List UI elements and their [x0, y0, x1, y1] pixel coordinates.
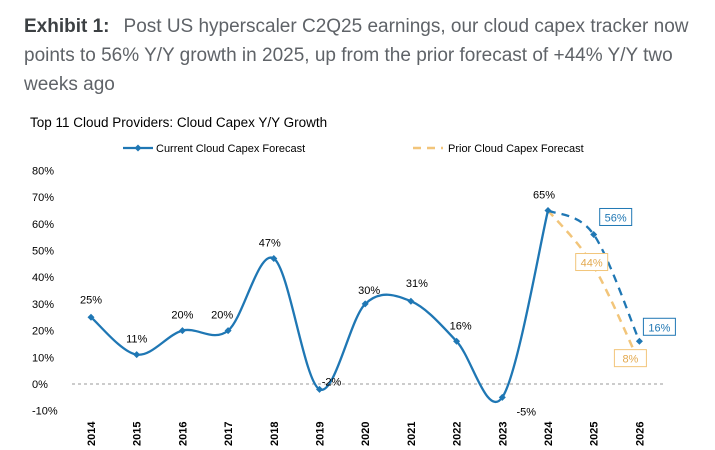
current-data-label-box: [642, 317, 676, 336]
current-data-label: 20%: [171, 310, 193, 322]
x-tick-label: 2018: [269, 422, 281, 446]
current-data-point: [133, 351, 141, 359]
y-tick-label: 10%: [32, 352, 54, 364]
current-data-label: -5%: [517, 406, 537, 418]
exhibit-caption: Exhibit 1: Post US hyperscaler C2Q25 earn…: [24, 12, 694, 99]
current-data-label: 20%: [211, 310, 233, 322]
y-tick-label: 70%: [32, 192, 54, 204]
exhibit-label: Exhibit 1:: [24, 16, 110, 37]
x-tick-label: 2023: [497, 422, 509, 446]
current-data-point: [361, 300, 369, 308]
current-data-point: [270, 255, 278, 263]
legend-current-label: Current Cloud Capex Forecast: [156, 143, 305, 155]
y-tick-label: 0%: [32, 379, 48, 391]
y-tick-label: 50%: [32, 246, 54, 258]
x-tick-label: 2024: [543, 421, 555, 446]
current-data-point: [178, 327, 186, 335]
current-data-label: 31%: [406, 278, 428, 290]
current-data-point: [87, 313, 95, 321]
x-tick-label: 2014: [86, 421, 98, 446]
y-tick-label: 80%: [32, 165, 54, 177]
y-tick-label: 40%: [32, 272, 54, 284]
current-data-point: [453, 337, 461, 345]
prior-data-label: 44%: [581, 258, 603, 270]
y-tick-label: 60%: [32, 219, 54, 231]
current-data-label: 25%: [80, 294, 102, 306]
current-data-label: 56%: [605, 212, 627, 224]
x-tick-label: 2015: [132, 422, 144, 446]
x-tick-label: 2026: [634, 422, 646, 446]
current-data-point: [498, 393, 506, 401]
current-data-point: [316, 385, 323, 393]
current-data-label: -2%: [322, 376, 342, 388]
current-forecast-line-actual: [90, 210, 550, 403]
current-data-label: 47%: [259, 238, 281, 250]
current-data-point: [544, 206, 552, 214]
prior-data-label-box: [613, 349, 647, 368]
y-tick-label: 20%: [32, 326, 54, 338]
x-tick-label: 2020: [360, 422, 372, 446]
current-data-label: 16%: [450, 320, 472, 332]
current-data-point: [635, 337, 643, 345]
current-forecast-line-projected: [547, 209, 641, 342]
current-data-label: 65%: [533, 189, 555, 201]
current-data-label-box: [599, 207, 633, 226]
x-tick-label: 2019: [315, 422, 327, 446]
x-tick-label: 2016: [177, 422, 189, 446]
prior-data-label-box: [575, 253, 609, 272]
current-data-label: 16%: [648, 322, 670, 334]
chart-title: Top 11 Cloud Providers: Cloud Capex Y/Y …: [30, 115, 328, 130]
y-tick-label: -10%: [32, 406, 58, 418]
current-data-label: 30%: [358, 285, 380, 297]
x-tick-label: 2025: [589, 422, 601, 446]
current-data-label: 11%: [126, 334, 147, 346]
prior-data-label: 8%: [622, 354, 638, 366]
current-data-point: [407, 297, 415, 305]
current-data-point: [224, 327, 232, 335]
current-data-point: [590, 230, 598, 238]
x-tick-label: 2021: [406, 422, 418, 446]
legend-prior-label: Prior Cloud Capex Forecast: [448, 143, 584, 155]
x-tick-label: 2022: [452, 422, 464, 446]
exhibit-text: Post US hyperscaler C2Q25 earnings, our …: [24, 16, 689, 95]
y-tick-label: 30%: [32, 299, 54, 311]
legend-current-marker: [134, 144, 142, 152]
x-tick-label: 2017: [223, 422, 235, 446]
